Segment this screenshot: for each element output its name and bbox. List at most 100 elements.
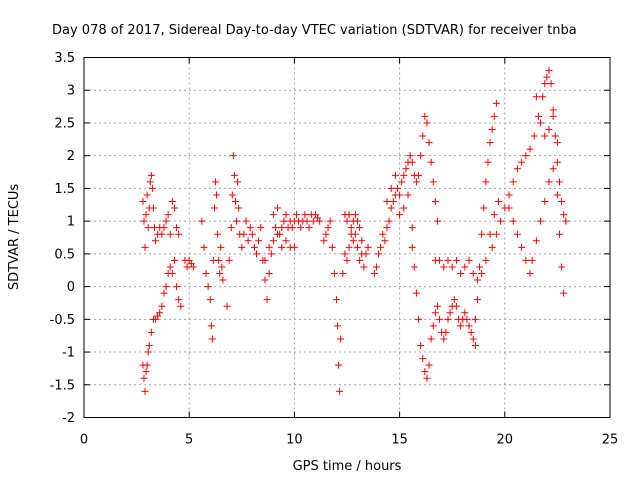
- data-point: [545, 178, 553, 186]
- data-point: [142, 368, 150, 376]
- data-point: [261, 256, 269, 264]
- data-point: [381, 237, 389, 245]
- data-point: [168, 270, 176, 277]
- data-point: [316, 217, 324, 225]
- data-point: [233, 217, 241, 225]
- data-point: [415, 171, 423, 179]
- data-point: [140, 374, 148, 382]
- data-point: [402, 165, 410, 173]
- data-point: [556, 230, 564, 238]
- data-point: [444, 256, 452, 264]
- data-point: [173, 283, 181, 291]
- data-point: [370, 270, 378, 277]
- data-point: [526, 270, 534, 277]
- data-point: [412, 178, 420, 186]
- data-point: [400, 171, 408, 179]
- data-point: [244, 237, 252, 245]
- data-point: [143, 191, 151, 199]
- data-point: [229, 152, 237, 160]
- data-point: [541, 132, 549, 140]
- data-point: [545, 67, 553, 75]
- data-point: [467, 328, 475, 336]
- data-point: [343, 217, 351, 225]
- data-point: [553, 191, 561, 199]
- data-point: [253, 250, 261, 258]
- data-point: [408, 243, 416, 251]
- data-point: [433, 302, 441, 310]
- data-point: [228, 191, 236, 199]
- data-point: [216, 270, 224, 277]
- y-tick-label: -1: [62, 346, 75, 361]
- data-point: [215, 256, 223, 264]
- data-point: [343, 256, 351, 264]
- data-point: [189, 263, 197, 271]
- data-point: [532, 237, 540, 245]
- data-point: [309, 217, 317, 225]
- data-point: [553, 139, 561, 147]
- x-axis-title: GPS time / hours: [293, 459, 402, 474]
- data-point: [288, 224, 296, 232]
- data-point: [549, 165, 557, 173]
- data-point: [218, 263, 226, 271]
- x-tick-label: 10: [286, 433, 303, 448]
- data-point: [339, 270, 347, 277]
- data-point: [400, 204, 408, 212]
- data-point: [234, 178, 242, 186]
- data-point: [246, 224, 254, 232]
- data-point: [175, 230, 183, 238]
- data-point: [522, 256, 530, 264]
- data-point: [461, 263, 469, 271]
- data-point: [162, 283, 170, 291]
- data-point: [147, 171, 155, 179]
- data-point: [238, 243, 246, 251]
- data-point: [465, 256, 473, 264]
- data-point: [480, 204, 488, 212]
- data-point: [144, 224, 152, 232]
- data-point: [198, 217, 206, 225]
- data-point: [419, 132, 427, 140]
- chart-title: Day 078 of 2017, Sidereal Day-to-day VTE…: [52, 23, 577, 38]
- data-point: [332, 296, 340, 304]
- data-point: [553, 158, 561, 166]
- data-point: [170, 256, 178, 264]
- data-point: [223, 302, 231, 310]
- data-point: [429, 178, 437, 186]
- data-point: [143, 361, 151, 369]
- data-point: [349, 237, 357, 245]
- data-point: [255, 237, 263, 245]
- x-tick-label: 25: [602, 433, 619, 448]
- data-point: [303, 217, 311, 225]
- data-point: [267, 250, 275, 258]
- data-point: [419, 355, 427, 363]
- data-point: [560, 289, 568, 297]
- data-point: [396, 191, 404, 199]
- data-point: [278, 224, 286, 232]
- data-point: [261, 276, 269, 284]
- data-point: [484, 158, 492, 166]
- data-point: [476, 263, 484, 271]
- data-point: [423, 374, 431, 382]
- data-point: [452, 256, 460, 264]
- data-point: [513, 230, 521, 238]
- y-tick-label: 1: [67, 215, 75, 230]
- data-points: [139, 67, 570, 395]
- data-point: [147, 328, 155, 336]
- data-point: [212, 178, 219, 186]
- data-point: [549, 106, 557, 114]
- data-point: [425, 139, 433, 147]
- y-tick-label: -2: [62, 411, 75, 426]
- data-point: [431, 198, 439, 205]
- data-point: [558, 263, 566, 271]
- y-tick-label: 2.5: [54, 116, 75, 131]
- data-point: [170, 204, 178, 212]
- data-point: [142, 211, 150, 219]
- data-point: [213, 191, 221, 199]
- data-point: [166, 263, 174, 271]
- data-point: [446, 309, 454, 317]
- data-point: [385, 217, 393, 225]
- data-point: [336, 387, 344, 395]
- data-point: [530, 132, 538, 140]
- data-point: [334, 322, 342, 330]
- data-point: [482, 256, 490, 264]
- data-point: [556, 178, 564, 186]
